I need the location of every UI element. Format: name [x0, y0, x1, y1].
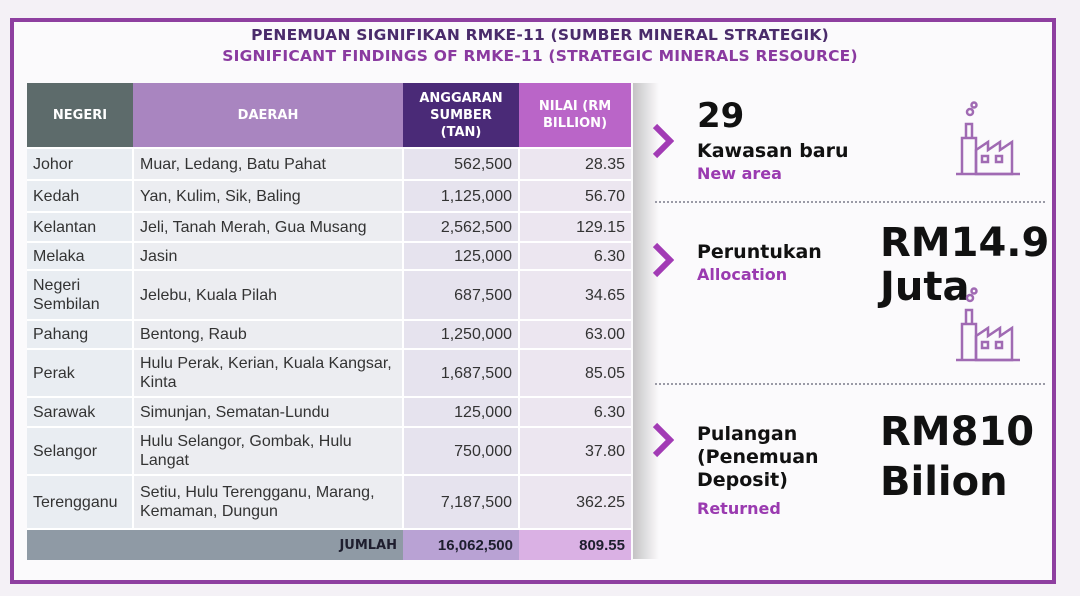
cell-negeri: Selangor	[27, 426, 133, 475]
cell-anggaran: 7,187,500	[402, 474, 519, 529]
cell-daerah: Jelebu, Kuala Pilah	[132, 269, 403, 320]
cell-daerah: Bentong, Raub	[132, 319, 403, 349]
divider	[655, 201, 1045, 203]
allocation-label: Peruntukan	[697, 241, 822, 263]
cell-daerah: Hulu Selangor, Gombak, Hulu Langat	[132, 426, 403, 475]
table-row: Kedah Yan, Kulim, Sik, Baling 1,125,000 …	[27, 179, 631, 212]
cell-anggaran: 750,000	[402, 426, 519, 475]
cell-negeri: Terengganu	[27, 474, 133, 529]
returned-value: RM810 Bilion	[880, 409, 1035, 505]
table-row: Kelantan Jeli, Tanah Merah, Gua Musang 2…	[27, 211, 631, 242]
total-anggaran: 16,062,500	[403, 528, 519, 560]
cell-nilai: 37.80	[518, 426, 631, 475]
cell-nilai: 129.15	[518, 211, 631, 242]
cell-nilai: 34.65	[518, 269, 631, 320]
new-area-label: Kawasan baru	[697, 140, 849, 162]
cell-daerah: Hulu Perak, Kerian, Kuala Kangsar, Kinta	[132, 348, 403, 397]
table-row: Perak Hulu Perak, Kerian, Kuala Kangsar,…	[27, 348, 631, 397]
cell-anggaran: 125,000	[402, 241, 519, 270]
header-negeri: NEGERI	[27, 83, 133, 148]
cell-nilai: 85.05	[518, 348, 631, 397]
cell-negeri: Kelantan	[27, 211, 133, 242]
cell-negeri: Kedah	[27, 179, 133, 212]
cell-daerah: Yan, Kulim, Sik, Baling	[132, 179, 403, 212]
new-area-sublabel: New area	[697, 164, 782, 183]
cell-anggaran: 1,125,000	[402, 179, 519, 212]
title-english: SIGNIFICANT FINDINGS OF RMKE-11 (STRATEG…	[222, 47, 858, 65]
table-row: Negeri Sembilan Jelebu, Kuala Pilah 687,…	[27, 269, 631, 320]
table-shadow	[633, 83, 659, 559]
new-area-count: 29	[697, 96, 745, 136]
cell-daerah: Simunjan, Sematan-Lundu	[132, 396, 403, 427]
factory-icon	[956, 287, 1020, 362]
returned-sublabel: Returned	[697, 499, 781, 518]
table-row: Sarawak Simunjan, Sematan-Lundu 125,000 …	[27, 396, 631, 427]
cell-nilai: 63.00	[518, 319, 631, 349]
cell-daerah: Muar, Ledang, Batu Pahat	[132, 147, 403, 180]
cell-negeri: Pahang	[27, 319, 133, 349]
cell-negeri: Perak	[27, 348, 133, 397]
table-row: Pahang Bentong, Raub 1,250,000 63.00	[27, 319, 631, 349]
cell-anggaran: 1,687,500	[402, 348, 519, 397]
title-malay: PENEMUAN SIGNIFIKAN RMKE-11 (SUMBER MINE…	[251, 26, 829, 44]
cell-nilai: 56.70	[518, 179, 631, 212]
cell-daerah: Jeli, Tanah Merah, Gua Musang	[132, 211, 403, 242]
chevron-right-icon	[652, 422, 674, 458]
table-row: Melaka Jasin 125,000 6.30	[27, 241, 631, 270]
cell-negeri: Melaka	[27, 241, 133, 270]
table-row: Johor Muar, Ledang, Batu Pahat 562,500 2…	[27, 147, 631, 180]
cell-anggaran: 1,250,000	[402, 319, 519, 349]
cell-negeri: Johor	[27, 147, 133, 180]
cell-anggaran: 562,500	[402, 147, 519, 180]
factory-icon	[956, 101, 1020, 176]
divider	[655, 383, 1045, 385]
table-row: Selangor Hulu Selangor, Gombak, Hulu Lan…	[27, 426, 631, 475]
chevron-right-icon	[652, 123, 674, 159]
cell-anggaran: 2,562,500	[402, 211, 519, 242]
cell-nilai: 6.30	[518, 396, 631, 427]
cell-negeri: Sarawak	[27, 396, 133, 427]
header-anggaran: ANGGARAN SUMBER (TAN)	[403, 83, 519, 148]
table-header-row: NEGERI DAERAH ANGGARAN SUMBER (TAN) NILA…	[27, 83, 631, 148]
cell-nilai: 362.25	[518, 474, 631, 529]
chevron-right-icon	[652, 242, 674, 278]
cell-daerah: Jasin	[132, 241, 403, 270]
cell-nilai: 6.30	[518, 241, 631, 270]
total-label: JUMLAH	[27, 528, 403, 560]
total-nilai: 809.55	[519, 528, 631, 560]
cell-anggaran: 125,000	[402, 396, 519, 427]
returned-label: Pulangan (Penemuan Deposit)	[697, 423, 819, 491]
cell-daerah: Setiu, Hulu Terengganu, Marang, Kemaman,…	[132, 474, 403, 529]
header-daerah: DAERAH	[133, 83, 403, 148]
cell-negeri: Negeri Sembilan	[27, 269, 133, 320]
allocation-sublabel: Allocation	[697, 265, 788, 284]
cell-nilai: 28.35	[518, 147, 631, 180]
total-row: JUMLAH 16,062,500 809.55	[27, 528, 631, 560]
header-nilai: NILAI (RM BILLION)	[519, 83, 631, 148]
allocation-value: RM14.9 Juta	[880, 220, 1050, 310]
minerals-table: NEGERI DAERAH ANGGARAN SUMBER (TAN) NILA…	[27, 83, 631, 560]
cell-anggaran: 687,500	[402, 269, 519, 320]
table-row: Terengganu Setiu, Hulu Terengganu, Maran…	[27, 474, 631, 529]
